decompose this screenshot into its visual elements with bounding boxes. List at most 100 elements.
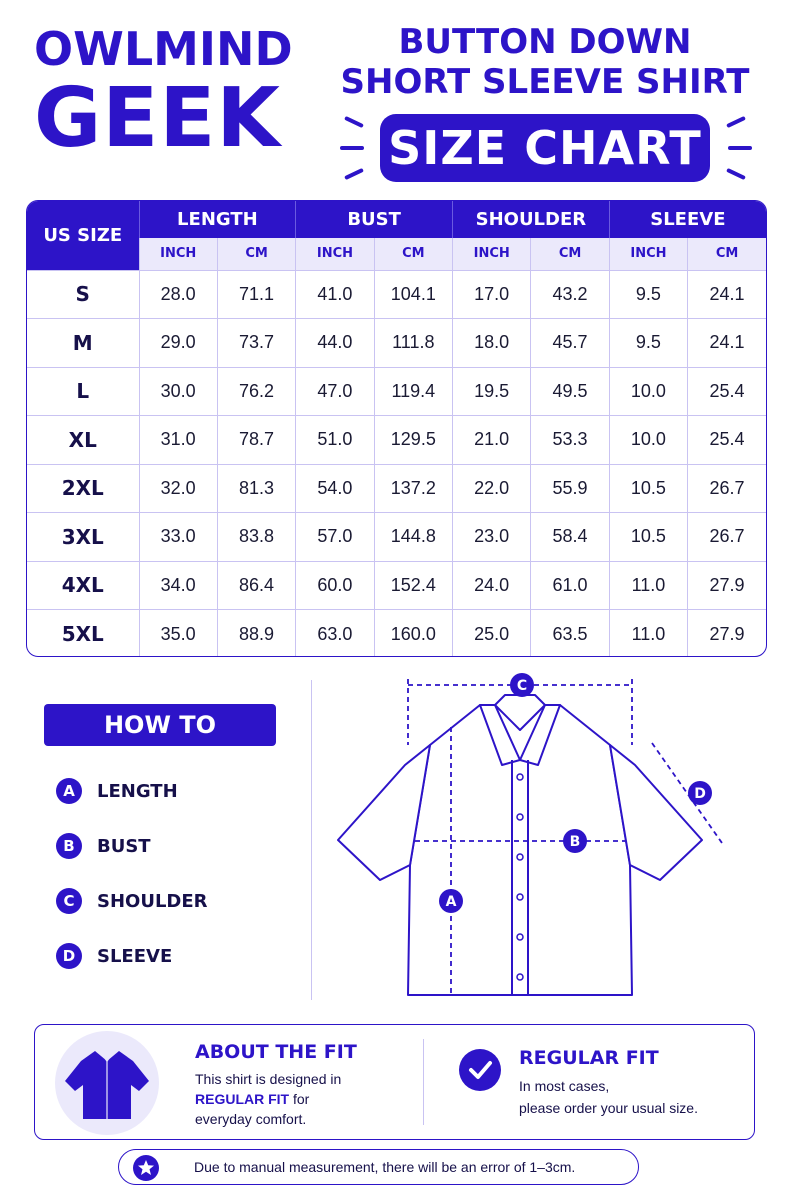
marker-b-label: B (570, 834, 581, 850)
unit-header-inch: INCH (138, 238, 218, 271)
table-cell: 30.0 (138, 366, 218, 416)
legend-marker-c: C (56, 888, 82, 914)
section-divider (311, 680, 312, 1000)
table-cell: 43.2 (530, 269, 610, 319)
size-label: S (27, 269, 139, 319)
table-cell: 152.4 (373, 560, 453, 610)
button-icon (516, 893, 524, 901)
table-cell: 44.0 (295, 318, 375, 367)
product-title-line1: BUTTON DOWN (398, 22, 692, 62)
button-icon (516, 973, 524, 981)
table-cell: 25.4 (687, 366, 766, 416)
regular-fit-title: REGULAR FIT (519, 1047, 659, 1069)
unit-header-inch: INCH (295, 238, 375, 271)
regular-fit-description: In most cases, please order your usual s… (519, 1075, 739, 1119)
column-header-us-size: US SIZE (27, 201, 139, 270)
size-label: 4XL (27, 560, 139, 610)
table-row: S 28.0 71.1 41.0 104.1 17.0 43.2 9.5 24.1 (27, 269, 766, 319)
legend-item-bust: B BUST (56, 831, 296, 861)
table-cell: 49.5 (530, 366, 610, 416)
size-chart-banner: SIZE CHART (380, 114, 710, 182)
legend-marker-b: B (56, 833, 82, 859)
decor-dash (726, 115, 746, 129)
table-cell: 63.5 (530, 609, 610, 656)
table-cell: 61.0 (530, 560, 610, 610)
shirt-measurement-diagram: C B A D (337, 673, 723, 996)
shirt-collar-icon (494, 694, 546, 731)
marker-b-icon (563, 829, 587, 853)
table-cell: 55.9 (530, 463, 610, 513)
button-icon (516, 773, 524, 781)
table-cell: 88.9 (216, 609, 296, 656)
unit-header-inch: INCH (451, 238, 531, 271)
column-header-shoulder: SHOULDER (452, 201, 610, 238)
table-row: 2XL 32.0 81.3 54.0 137.2 22.0 55.9 10.5 26.7 (27, 463, 766, 513)
button-icon (516, 813, 524, 821)
legend-marker-d: D (56, 943, 82, 969)
table-cell: 31.0 (138, 415, 218, 464)
brand-name-line2: GEEK (34, 71, 281, 166)
table-cell: 10.0 (608, 415, 688, 464)
table-cell: 129.5 (373, 415, 453, 464)
shirt-thumbnail (55, 1031, 159, 1135)
table-cell: 9.5 (608, 269, 688, 319)
table-cell: 76.2 (216, 366, 296, 416)
shirt-icon (65, 1050, 149, 1119)
regular-fit-line2: please order your usual size. (519, 1100, 698, 1116)
table-cell: 137.2 (373, 463, 453, 513)
size-label: L (27, 366, 139, 416)
table-row: M 29.0 73.7 44.0 111.8 18.0 45.7 9.5 24.1 (27, 318, 766, 367)
fit-text-after: for everyday comfort. (195, 1091, 310, 1127)
table-cell: 25.4 (687, 415, 766, 464)
size-label: 2XL (27, 463, 139, 513)
legend-item-length: A LENGTH (56, 776, 296, 806)
column-header-bust: BUST (295, 201, 453, 238)
table-cell: 83.8 (216, 512, 296, 561)
size-table: US SIZE LENGTH BUST SHOULDER SLEEVE INCH… (26, 200, 767, 657)
table-cell: 73.7 (216, 318, 296, 367)
table-cell: 23.0 (451, 512, 531, 561)
fit-text-before: This shirt is designed in (195, 1071, 342, 1087)
note-text: Due to manual measurement, there will be… (194, 1159, 576, 1175)
table-cell: 24.0 (451, 560, 531, 610)
size-label: 5XL (27, 609, 139, 656)
table-row: L 30.0 76.2 47.0 119.4 19.5 49.5 10.0 25.4 (27, 366, 766, 416)
table-cell: 26.7 (687, 512, 766, 561)
fit-info-box: ABOUT THE FIT This shirt is designed in … (34, 1024, 755, 1140)
measure-line-sleeve (651, 742, 723, 844)
legend-item-sleeve: D SLEEVE (56, 941, 296, 971)
button-icon (516, 933, 524, 941)
table-cell: 60.0 (295, 560, 375, 610)
decor-dash (728, 146, 752, 150)
table-cell: 33.0 (138, 512, 218, 561)
measure-legend: A LENGTH B BUST C SHOULDER D SLEEVE (56, 776, 296, 996)
unit-header-cm: CM (373, 238, 453, 271)
table-cell: 11.0 (608, 609, 688, 656)
table-cell: 57.0 (295, 512, 375, 561)
star-icon (133, 1155, 159, 1181)
unit-header-cm: CM (216, 238, 296, 271)
table-cell: 119.4 (373, 366, 453, 416)
marker-d-icon (688, 781, 712, 805)
table-cell: 47.0 (295, 366, 375, 416)
button-icon (516, 853, 524, 861)
legend-label-length: LENGTH (97, 780, 178, 802)
table-cell: 10.5 (608, 463, 688, 513)
table-cell: 28.0 (138, 269, 218, 319)
table-cell: 32.0 (138, 463, 218, 513)
table-cell: 78.7 (216, 415, 296, 464)
table-cell: 45.7 (530, 318, 610, 367)
marker-a-label: A (446, 894, 457, 910)
table-cell: 86.4 (216, 560, 296, 610)
table-cell: 27.9 (687, 609, 766, 656)
table-cell: 144.8 (373, 512, 453, 561)
table-row: 3XL 33.0 83.8 57.0 144.8 23.0 58.4 10.5 26.7 (27, 512, 766, 561)
brand-logo: OWLMIND GEEK (34, 22, 294, 162)
table-row: 4XL 34.0 86.4 60.0 152.4 24.0 61.0 11.0 27.9 (27, 560, 766, 610)
size-table-body: S 28.0 71.1 41.0 104.1 17.0 43.2 9.5 24.1 M 29.0 73… (27, 269, 766, 656)
table-cell: 9.5 (608, 318, 688, 367)
table-cell: 26.7 (687, 463, 766, 513)
table-cell: 27.9 (687, 560, 766, 610)
table-cell: 81.3 (216, 463, 296, 513)
column-header-sleeve: SLEEVE (608, 201, 766, 238)
